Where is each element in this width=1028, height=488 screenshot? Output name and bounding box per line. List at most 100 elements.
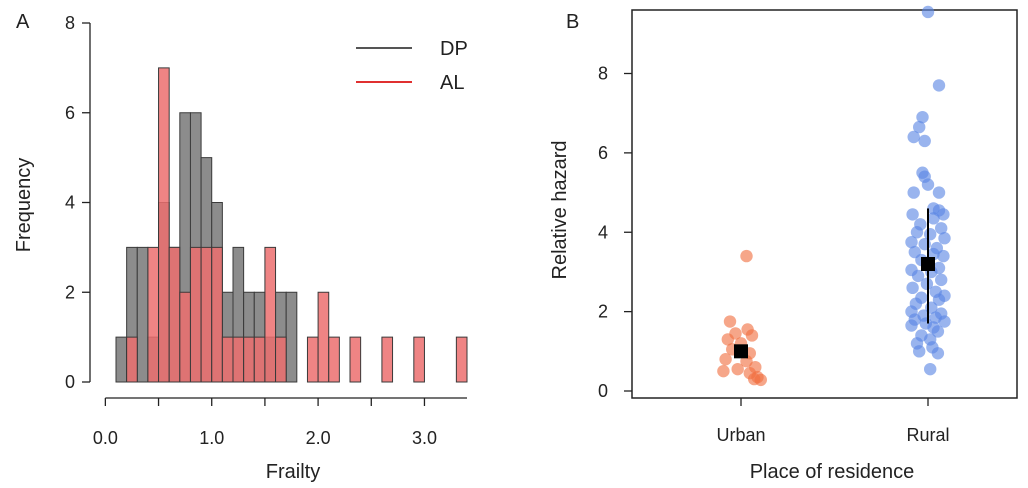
data-point [905, 319, 918, 332]
data-point [907, 186, 920, 199]
data-point [935, 222, 948, 235]
bar-al [126, 336, 138, 383]
y-tick-label: 2 [598, 302, 608, 322]
mean-marker [734, 344, 748, 359]
bar-al [147, 246, 160, 383]
y-tick-label: 2 [65, 282, 75, 302]
y-axis-label: Relative hazard [549, 141, 571, 280]
data-point [740, 249, 753, 263]
x-tick-label: 2.0 [306, 428, 331, 448]
bar-al [158, 67, 170, 383]
x-tick-label: 3.0 [412, 428, 437, 448]
data-point [721, 333, 734, 346]
bar-al [200, 246, 213, 383]
bar-al [179, 291, 191, 383]
y-axis-label: Frequency [13, 158, 35, 253]
data-point [906, 208, 919, 221]
data-point [910, 226, 924, 239]
y-tick-label: 4 [65, 193, 75, 213]
data-point [927, 212, 940, 225]
scatter-axes: 0 2 4 6 8 Urban Rural [598, 64, 950, 446]
y-tick-label: 8 [65, 13, 75, 33]
bar-dp [115, 336, 128, 383]
panel-label-a: A [16, 11, 30, 33]
data-point [920, 277, 934, 291]
data-point [937, 208, 950, 221]
legend-label-dp: DP [440, 38, 468, 60]
y-tick-label: 8 [598, 64, 608, 84]
bar-dp [285, 291, 298, 383]
points-urban [717, 249, 767, 387]
data-point [937, 249, 950, 263]
bar-al [328, 336, 340, 383]
bar-al [253, 336, 266, 383]
bar-al [413, 336, 425, 383]
scatter-panel: B 0 2 4 6 8 Urban Rural Place of residence Rel… [549, 5, 1018, 483]
x-tick-label: Rural [906, 425, 949, 445]
data-point [921, 178, 935, 191]
bar-al [455, 336, 468, 383]
bar-al [381, 336, 394, 383]
data-point [932, 79, 946, 92]
scatter-points [717, 5, 951, 387]
x-axis-label: Frailty [266, 461, 320, 483]
legend-label-al: AL [440, 72, 464, 94]
bar-al [211, 246, 223, 383]
panel-label-b: B [566, 11, 579, 33]
y-tick-label: 0 [65, 372, 75, 392]
data-point [745, 329, 759, 342]
bar-al [349, 336, 362, 383]
data-point [913, 345, 926, 358]
y-tick-label: 6 [65, 103, 75, 123]
data-point [931, 347, 945, 360]
data-point [932, 186, 946, 199]
bar-al [264, 246, 277, 383]
data-point [935, 273, 948, 287]
data-point [921, 5, 935, 19]
data-point [924, 362, 937, 376]
data-point [751, 370, 764, 384]
bar-al [306, 336, 319, 383]
data-point [906, 281, 919, 295]
data-point [916, 110, 929, 124]
data-point [905, 235, 918, 249]
y-tick-label: 4 [598, 222, 608, 242]
bar-al [189, 246, 202, 383]
data-point [918, 134, 931, 148]
data-point [731, 362, 744, 376]
data-point [918, 237, 931, 251]
plot-frame [631, 9, 1018, 399]
histogram-axes: 0 2 4 6 8 0.0 1.0 2.0 3.0 [65, 13, 467, 448]
histogram-legend: DP AL [356, 38, 468, 94]
data-point [931, 325, 945, 338]
x-axis-label: Place of residence [750, 461, 915, 483]
data-point [907, 130, 920, 144]
bar-al [221, 336, 234, 383]
series-al [126, 67, 468, 383]
data-point [723, 315, 737, 328]
bar-al [232, 336, 245, 383]
mean-marker [921, 257, 935, 271]
histogram-bars [115, 67, 468, 383]
points-rural [905, 5, 951, 376]
bar-al [168, 246, 181, 383]
bar-al [317, 291, 330, 383]
data-point [938, 315, 951, 328]
bar-al [243, 336, 255, 383]
bar-dp [136, 246, 149, 383]
scatter-means [734, 208, 935, 359]
data-point [911, 269, 925, 283]
histogram-panel: A 0 2 4 6 8 0.0 1.0 2.0 3.0 DP AL Frailty Frequen… [13, 11, 468, 483]
data-point [932, 293, 946, 306]
data-point [913, 120, 926, 134]
y-tick-label: 0 [598, 381, 608, 401]
data-point [938, 232, 951, 245]
x-tick-label: 1.0 [199, 428, 224, 448]
data-point [719, 353, 732, 366]
data-point [717, 364, 730, 378]
bar-al [275, 336, 287, 383]
y-tick-label: 6 [598, 143, 608, 163]
x-tick-label: 0.0 [93, 428, 118, 448]
x-tick-label: Urban [716, 425, 765, 445]
